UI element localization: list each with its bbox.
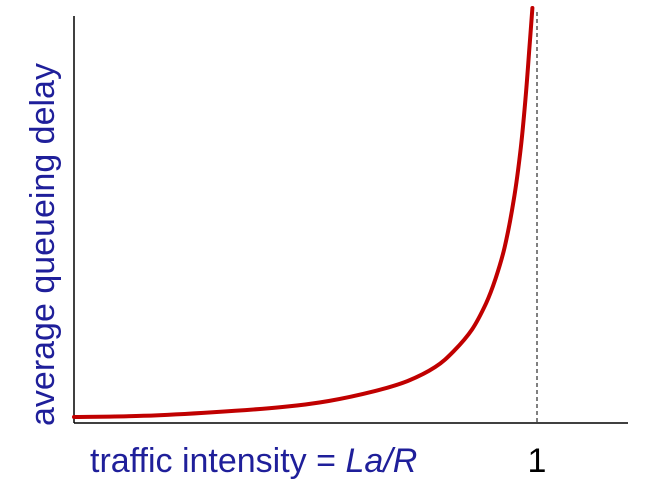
series-line-delay xyxy=(72,6,535,419)
y-axis-label: average queueing delay xyxy=(24,63,62,426)
x-axis-label-prefix: traffic intensity = xyxy=(90,442,345,480)
x-axis-label: traffic intensity = La/R xyxy=(90,442,417,480)
x-axis-label-formula: La/R xyxy=(345,442,417,480)
x-tick-label-1: 1 xyxy=(528,442,547,480)
